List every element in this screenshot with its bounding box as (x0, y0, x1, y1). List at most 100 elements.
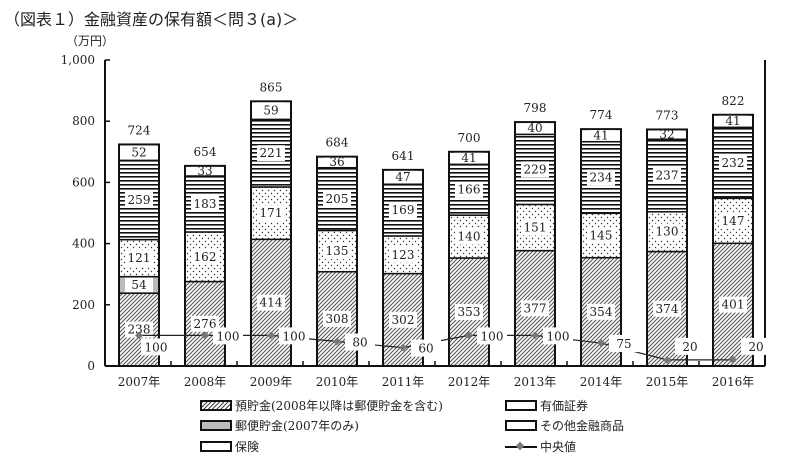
data-label: 59 (263, 103, 278, 117)
median-legend-icon (505, 441, 537, 452)
data-label: 121 (128, 251, 151, 265)
data-label: 36 (329, 155, 344, 169)
data-label-box (719, 154, 747, 171)
median-label-box (411, 339, 441, 357)
legend-label: 預貯金(2008年以降は郵便貯金を含む) (235, 399, 443, 413)
y-tick-label: 200 (72, 298, 95, 312)
total-label: 865 (260, 80, 283, 94)
median-label-box (477, 327, 507, 345)
median-marker (531, 331, 539, 340)
data-label-box (389, 202, 417, 219)
legend-swatch (200, 400, 232, 411)
x-tick-label: 2007年 (118, 375, 161, 389)
legend-item: 預貯金(2008年以降は郵便貯金を含む) (200, 397, 443, 414)
data-label-box (389, 246, 417, 263)
data-label: 40 (527, 121, 542, 135)
total-label: 798 (524, 101, 547, 115)
data-label: 302 (392, 313, 415, 327)
data-label-box (191, 166, 219, 175)
chart-title: （図表１）金融資産の保有額＜問３(a)＞ (4, 10, 299, 29)
data-label: 130 (656, 225, 679, 239)
bar-outline (514, 121, 556, 367)
data-label: 259 (128, 193, 151, 207)
data-label-box (125, 145, 153, 160)
bar-outline (712, 113, 754, 367)
data-label-box (521, 123, 549, 134)
median-label-box (675, 337, 705, 355)
total-label: 774 (590, 108, 613, 122)
legend-label: その他金融商品 (540, 419, 625, 433)
median-label-box (213, 327, 243, 345)
data-label: 353 (458, 305, 481, 319)
x-tick-label: 2012年 (448, 375, 491, 389)
bar-outline (646, 128, 688, 367)
data-label: 54 (131, 278, 147, 292)
total-label: 684 (326, 136, 349, 150)
legend-label: 有価証券 (540, 399, 589, 413)
x-tick-label: 2010年 (316, 375, 359, 389)
data-label: 374 (656, 302, 679, 316)
x-tick-label: 2009年 (250, 375, 293, 389)
data-label: 237 (656, 169, 679, 183)
x-tick-label: 2013年 (514, 375, 557, 389)
median-label: 100 (547, 329, 570, 343)
median-marker (333, 337, 341, 346)
median-label: 100 (283, 329, 306, 343)
data-label-box (125, 321, 153, 338)
data-label-box (587, 227, 615, 244)
legend-swatch (200, 420, 232, 431)
total-label: 724 (128, 123, 151, 137)
median-marker (465, 331, 473, 340)
median-label: 20 (682, 340, 697, 354)
data-label-box (191, 248, 219, 265)
data-label-box (653, 130, 681, 139)
legend-label: 保険 (235, 440, 260, 454)
median-marker (135, 331, 143, 340)
total-label: 654 (194, 145, 217, 159)
data-label: 41 (725, 114, 740, 128)
data-label: 401 (722, 298, 745, 312)
data-label-box (719, 212, 747, 229)
data-label-box (587, 130, 615, 141)
data-label: 47 (395, 170, 410, 184)
data-label-box (257, 145, 285, 162)
legend-swatch (505, 420, 537, 431)
total-label: 641 (392, 149, 415, 163)
data-label: 147 (722, 214, 745, 228)
data-label-box (521, 219, 549, 236)
data-label-box (191, 315, 219, 332)
data-label: 52 (131, 145, 146, 159)
data-label-box (125, 250, 153, 267)
data-label: 33 (197, 164, 212, 178)
median-label-box (741, 337, 771, 355)
data-label-box (653, 167, 681, 184)
total-label: 773 (656, 108, 679, 122)
total-label: 700 (458, 131, 481, 145)
data-label-box (455, 181, 483, 198)
x-tick-label: 2011年 (382, 375, 425, 389)
median-label-box (543, 327, 573, 345)
median-label-box (609, 335, 639, 353)
data-label: 354 (590, 305, 613, 319)
data-label: 238 (128, 323, 151, 337)
data-label-box (653, 300, 681, 317)
median-label: 80 (352, 336, 367, 350)
data-label: 232 (722, 156, 745, 170)
data-label: 229 (524, 162, 547, 176)
data-label: 151 (524, 221, 547, 235)
data-label: 140 (458, 230, 481, 244)
legend-item: 郵便貯金(2007年のみ) (200, 417, 359, 434)
legend-swatch (200, 441, 232, 452)
data-label-box (191, 195, 219, 212)
median-marker (267, 331, 275, 340)
median-label: 100 (145, 340, 168, 354)
data-label-box (587, 303, 615, 320)
bar-outline (118, 143, 160, 367)
median-label-box (141, 338, 171, 356)
data-label: 166 (458, 183, 481, 197)
x-tick-label: 2014年 (580, 375, 623, 389)
data-label-box (323, 191, 351, 208)
y-tick-label: 400 (72, 237, 95, 251)
bar-outline (580, 128, 622, 367)
